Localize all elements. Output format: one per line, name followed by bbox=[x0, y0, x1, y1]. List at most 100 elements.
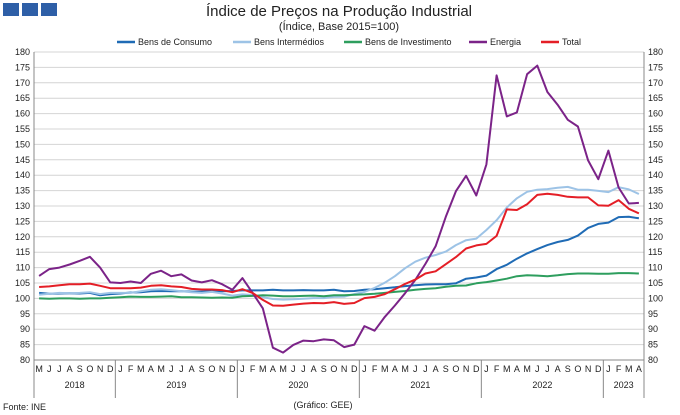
y-tick-label: 165 bbox=[15, 93, 30, 103]
y-tick-label: 160 bbox=[15, 109, 30, 119]
logo-square bbox=[3, 3, 19, 16]
logo-square bbox=[22, 3, 38, 16]
y-tick-label: 170 bbox=[15, 78, 30, 88]
y-tick-label: 140 bbox=[15, 170, 30, 180]
y-axis-left: 80 85 90 95 100 105 110 115 120 125 130 135 140 145 15… bbox=[15, 47, 30, 365]
legend: Bens de Consumo Bens Intermédios Bens de I… bbox=[117, 37, 581, 47]
y-tick-label: 125 bbox=[15, 216, 30, 226]
x-tick-label: J bbox=[535, 364, 540, 374]
x-tick-label: O bbox=[452, 364, 459, 374]
x-tick-label: N bbox=[463, 364, 470, 374]
x-tick-label: J bbox=[169, 364, 174, 374]
legend-label: Bens Intermédios bbox=[254, 37, 325, 47]
y-tick-label: 105 bbox=[15, 278, 30, 288]
x-tick-label: S bbox=[321, 364, 327, 374]
x-tick-label: S bbox=[199, 364, 205, 374]
x-tick-label: J bbox=[291, 364, 296, 374]
x-tick-label: D bbox=[107, 364, 114, 374]
x-tick-label: A bbox=[148, 364, 154, 374]
y-tick-label-right: 180 bbox=[648, 47, 663, 57]
y-tick-label-right: 95 bbox=[648, 309, 658, 319]
x-tick-label: J bbox=[301, 364, 306, 374]
y-axis-right: 80 85 90 95 100 105 110 115 120 125 130 135 140 145 15… bbox=[648, 47, 663, 365]
x-tick-label: A bbox=[311, 364, 317, 374]
x-tick-label: S bbox=[443, 364, 449, 374]
x-tick-label: F bbox=[494, 364, 500, 374]
x-tick-label: J bbox=[484, 364, 489, 374]
y-tick-label-right: 105 bbox=[648, 278, 663, 288]
y-tick-label: 135 bbox=[15, 186, 30, 196]
y-tick-label: 85 bbox=[20, 340, 30, 350]
x-tick-label: O bbox=[208, 364, 215, 374]
x-tick-label: M bbox=[279, 364, 287, 374]
year-label: 2021 bbox=[410, 380, 430, 390]
y-tick-label-right: 160 bbox=[648, 109, 663, 119]
x-tick-label: M bbox=[157, 364, 165, 374]
x-tick-label: M bbox=[523, 364, 531, 374]
y-tick-label-right: 125 bbox=[648, 216, 663, 226]
y-tick-label-right: 120 bbox=[648, 232, 663, 242]
x-tick-label: F bbox=[372, 364, 378, 374]
y-tick-label-right: 110 bbox=[648, 263, 662, 273]
y-tick-label: 145 bbox=[15, 155, 30, 165]
x-tick-label: O bbox=[330, 364, 337, 374]
x-tick-label: A bbox=[67, 364, 73, 374]
credit-note: (Gráfico: GEE) bbox=[293, 400, 352, 410]
x-tick-label: J bbox=[57, 364, 62, 374]
chart-title: Índice de Preços na Produção Industrial bbox=[206, 3, 472, 20]
year-label: 2022 bbox=[532, 380, 552, 390]
year-label: 2019 bbox=[166, 380, 186, 390]
x-tick-label: J bbox=[240, 364, 245, 374]
x-tick-label: M bbox=[503, 364, 511, 374]
y-tick-label-right: 150 bbox=[648, 139, 663, 149]
y-tick-label-right: 135 bbox=[648, 186, 663, 196]
x-tick-label: J bbox=[606, 364, 611, 374]
series-line-bens-de-investimento bbox=[39, 272, 639, 300]
x-tick-label: D bbox=[229, 364, 236, 374]
x-tick-label: N bbox=[97, 364, 104, 374]
x-tick-label: F bbox=[250, 364, 256, 374]
x-tick-label: S bbox=[77, 364, 83, 374]
year-label: 2018 bbox=[65, 380, 85, 390]
y-tick-label-right: 100 bbox=[648, 293, 663, 303]
year-label: 2023 bbox=[614, 380, 634, 390]
y-tick-label-right: 155 bbox=[648, 124, 663, 134]
x-tick-label: J bbox=[545, 364, 550, 374]
y-tick-label: 115 bbox=[16, 247, 30, 257]
x-tick-label: J bbox=[118, 364, 123, 374]
x-tick-label: O bbox=[86, 364, 93, 374]
x-tick-label: A bbox=[636, 364, 642, 374]
x-tick-label: M bbox=[401, 364, 409, 374]
y-tick-label-right: 170 bbox=[648, 78, 663, 88]
x-tick-label: A bbox=[514, 364, 520, 374]
y-tick-label-right: 115 bbox=[648, 247, 662, 257]
x-tick-label: J bbox=[413, 364, 418, 374]
x-tick-label: S bbox=[565, 364, 571, 374]
x-tick-label: F bbox=[128, 364, 134, 374]
y-tick-label-right: 165 bbox=[648, 93, 663, 103]
ine-logo bbox=[3, 3, 57, 16]
logo-square bbox=[41, 3, 57, 16]
y-tick-label-right: 130 bbox=[648, 201, 663, 211]
x-tick-label: J bbox=[179, 364, 184, 374]
y-tick-label: 180 bbox=[15, 47, 30, 57]
series-line-energia bbox=[38, 64, 639, 354]
x-tick-label: M bbox=[137, 364, 145, 374]
source-note: Fonte: INE bbox=[3, 402, 46, 412]
x-tick-label: A bbox=[555, 364, 561, 374]
x-tick-label: D bbox=[595, 364, 602, 374]
x-tick-label: A bbox=[392, 364, 398, 374]
legend-label: Bens de Investimento bbox=[365, 37, 452, 47]
x-tick-label: N bbox=[585, 364, 592, 374]
y-tick-label: 120 bbox=[15, 232, 30, 242]
x-tick-label: J bbox=[362, 364, 367, 374]
y-tick-label: 130 bbox=[15, 201, 30, 211]
y-tick-label: 155 bbox=[15, 124, 30, 134]
y-tick-label: 175 bbox=[15, 62, 30, 72]
y-tick-label-right: 140 bbox=[648, 170, 663, 180]
x-tick-label: A bbox=[270, 364, 276, 374]
y-tick-label: 150 bbox=[15, 139, 30, 149]
x-tick-label: J bbox=[47, 364, 52, 374]
